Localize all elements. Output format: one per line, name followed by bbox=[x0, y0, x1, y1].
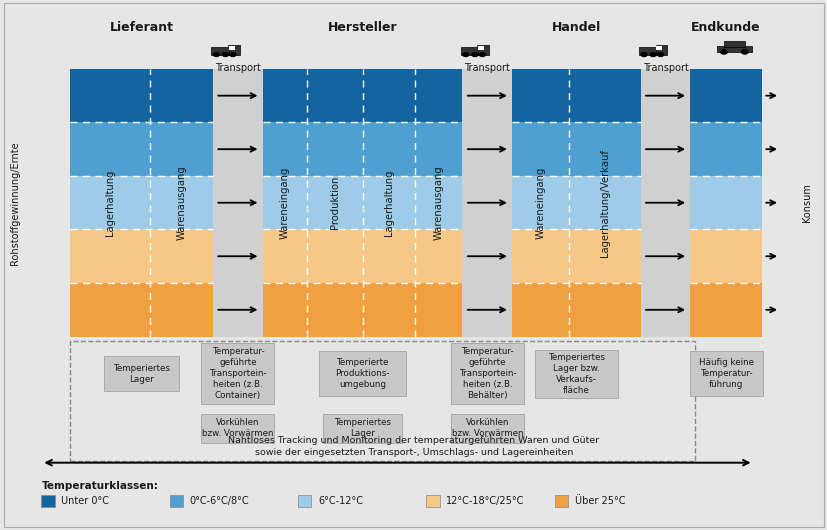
Bar bbox=[478, 46, 484, 50]
Bar bbox=[262, 176, 461, 229]
FancyBboxPatch shape bbox=[201, 343, 274, 404]
Text: Warenausgang: Warenausgang bbox=[433, 165, 443, 240]
FancyBboxPatch shape bbox=[534, 350, 618, 398]
Text: Wareneingang: Wareneingang bbox=[280, 166, 289, 239]
Text: Transport: Transport bbox=[464, 63, 509, 73]
Circle shape bbox=[462, 52, 468, 57]
Bar bbox=[512, 229, 640, 283]
Bar bbox=[70, 283, 213, 337]
Circle shape bbox=[471, 52, 477, 57]
Bar bbox=[70, 69, 761, 337]
Bar bbox=[461, 69, 512, 337]
Text: Transport: Transport bbox=[215, 63, 261, 73]
FancyBboxPatch shape bbox=[451, 343, 523, 404]
Text: Temperiertes
Lager bzw.
Verkaufs-
fläche: Temperiertes Lager bzw. Verkaufs- fläche bbox=[547, 352, 605, 395]
Circle shape bbox=[649, 52, 655, 57]
Text: Lieferant: Lieferant bbox=[109, 21, 174, 34]
Text: Temperatur-
geführte
Transportein-
heiten (z.B.
Container): Temperatur- geführte Transportein- heite… bbox=[208, 347, 266, 400]
Text: Rohstoffgewinnung/Ernte: Rohstoffgewinnung/Ernte bbox=[10, 141, 20, 264]
Bar bbox=[70, 122, 213, 176]
Bar bbox=[426, 495, 439, 507]
FancyBboxPatch shape bbox=[104, 356, 179, 391]
Bar bbox=[262, 229, 461, 283]
Text: 6°C-12°C: 6°C-12°C bbox=[318, 496, 362, 506]
Circle shape bbox=[479, 52, 485, 57]
Text: Wareneingang: Wareneingang bbox=[535, 166, 545, 239]
Circle shape bbox=[741, 50, 748, 54]
Text: 0°C-6°C/8°C: 0°C-6°C/8°C bbox=[189, 496, 249, 506]
Bar bbox=[70, 69, 213, 122]
Text: Hersteller: Hersteller bbox=[327, 21, 397, 34]
Circle shape bbox=[719, 50, 726, 54]
Bar bbox=[690, 122, 761, 176]
Text: Konsum: Konsum bbox=[801, 183, 811, 222]
Bar bbox=[512, 176, 640, 229]
Bar bbox=[512, 122, 640, 176]
Bar bbox=[262, 283, 461, 337]
Text: Endkunde: Endkunde bbox=[691, 21, 760, 34]
Bar bbox=[298, 495, 311, 507]
Bar bbox=[70, 341, 694, 461]
Bar bbox=[211, 47, 228, 55]
Text: Temperatur-
geführte
Transportein-
heiten (z.B.
Behälter): Temperatur- geführte Transportein- heite… bbox=[458, 347, 515, 400]
Circle shape bbox=[222, 52, 228, 57]
Circle shape bbox=[230, 52, 236, 57]
Text: Produktion: Produktion bbox=[329, 176, 339, 229]
Bar bbox=[41, 495, 55, 507]
Bar bbox=[512, 283, 640, 337]
FancyBboxPatch shape bbox=[323, 414, 402, 443]
FancyBboxPatch shape bbox=[451, 414, 523, 443]
Bar bbox=[638, 47, 656, 55]
Text: Temperaturklassen:: Temperaturklassen: bbox=[41, 481, 158, 491]
Bar bbox=[723, 41, 744, 47]
Text: 12°C-18°C/25°C: 12°C-18°C/25°C bbox=[446, 496, 524, 506]
Bar bbox=[640, 69, 690, 337]
Text: Häufig keine
Temperatur-
führung: Häufig keine Temperatur- führung bbox=[698, 358, 753, 389]
Circle shape bbox=[657, 52, 662, 57]
FancyBboxPatch shape bbox=[689, 351, 762, 396]
Bar bbox=[227, 45, 239, 55]
Bar bbox=[715, 46, 752, 52]
Text: Transport: Transport bbox=[642, 63, 687, 73]
Circle shape bbox=[213, 52, 219, 57]
Bar bbox=[690, 69, 761, 122]
Text: Temperierte
Produktions-
umgebung: Temperierte Produktions- umgebung bbox=[335, 358, 390, 389]
Text: Vorkühlen
bzw. Vorwärmen: Vorkühlen bzw. Vorwärmen bbox=[202, 418, 273, 438]
Bar bbox=[70, 176, 213, 229]
Text: Lagerhaltung: Lagerhaltung bbox=[383, 170, 393, 236]
Circle shape bbox=[640, 52, 646, 57]
Bar bbox=[690, 176, 761, 229]
FancyBboxPatch shape bbox=[318, 351, 406, 396]
Bar bbox=[655, 45, 667, 55]
Bar bbox=[512, 69, 640, 122]
Text: Nahtloses Tracking und Monitoring der temperaturgeführten Waren und Güter
sowie : Nahtloses Tracking und Monitoring der te… bbox=[228, 436, 599, 457]
Text: Warenausgang: Warenausgang bbox=[176, 165, 186, 240]
Text: Temperiertes
Lager: Temperiertes Lager bbox=[113, 364, 170, 384]
Text: Temperiertes
Lager: Temperiertes Lager bbox=[334, 418, 390, 438]
Bar bbox=[170, 495, 183, 507]
Text: Lagerhaltung: Lagerhaltung bbox=[105, 170, 115, 236]
Bar bbox=[477, 45, 489, 55]
Text: Lagerhaltung/Verkauf: Lagerhaltung/Verkauf bbox=[599, 149, 609, 257]
Bar bbox=[213, 69, 262, 337]
Text: Unter 0°C: Unter 0°C bbox=[61, 496, 109, 506]
Bar bbox=[461, 47, 478, 55]
Text: Über 25°C: Über 25°C bbox=[574, 496, 624, 506]
Bar bbox=[262, 69, 461, 122]
Bar bbox=[690, 229, 761, 283]
Bar bbox=[690, 283, 761, 337]
Bar bbox=[262, 122, 461, 176]
Bar bbox=[554, 495, 567, 507]
Text: Vorkühlen
bzw. Vorwärmen: Vorkühlen bzw. Vorwärmen bbox=[451, 418, 523, 438]
Bar bbox=[228, 46, 234, 50]
FancyBboxPatch shape bbox=[201, 414, 274, 443]
Text: Handel: Handel bbox=[551, 21, 600, 34]
Bar bbox=[656, 46, 662, 50]
Bar bbox=[70, 229, 213, 283]
